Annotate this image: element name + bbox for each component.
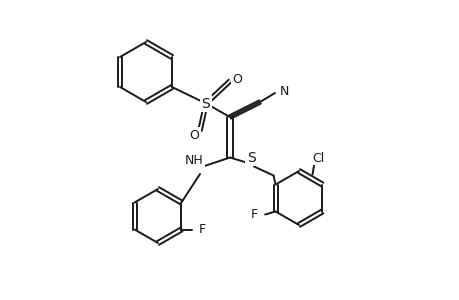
Text: O: O [232, 73, 242, 86]
Text: N: N [279, 85, 288, 98]
Text: O: O [189, 128, 198, 142]
Text: F: F [198, 223, 206, 236]
Text: S: S [201, 97, 210, 110]
Text: S: S [246, 151, 255, 165]
Text: NH: NH [184, 154, 203, 167]
Text: Cl: Cl [312, 152, 324, 165]
Text: F: F [251, 208, 257, 221]
